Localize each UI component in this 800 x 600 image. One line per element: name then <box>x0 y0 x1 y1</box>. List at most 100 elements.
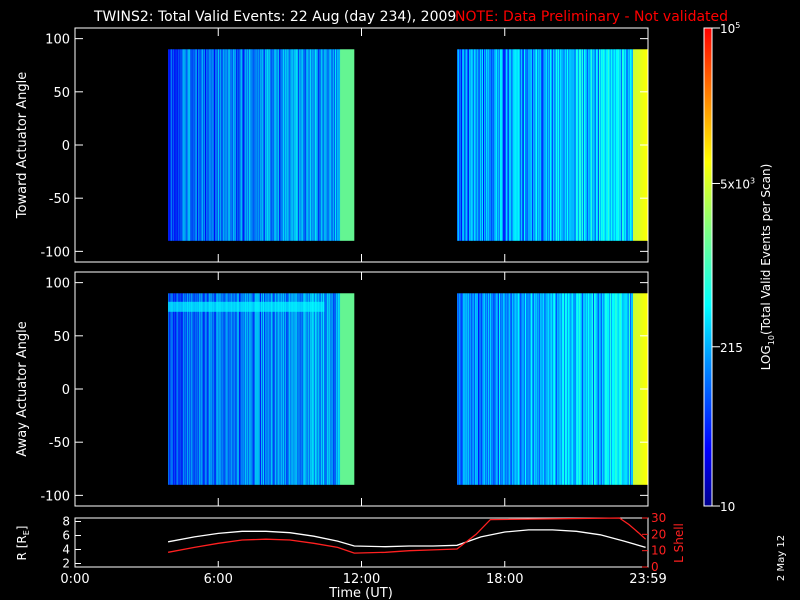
heatmap-column <box>496 49 498 241</box>
heatmap-column <box>534 49 536 241</box>
heatmap-column <box>321 49 323 241</box>
heatmap-column <box>615 293 617 485</box>
heatmap-column <box>235 293 237 485</box>
heatmap-column <box>223 293 225 485</box>
heatmap-column <box>607 49 609 241</box>
heatmap-column <box>568 293 570 485</box>
heatmap-column <box>275 293 277 485</box>
heatmap-column <box>572 293 574 485</box>
heatmap-column <box>346 293 348 485</box>
heatmap-column <box>581 49 583 241</box>
heatmap-column <box>280 293 282 485</box>
heatmap-column <box>517 49 519 241</box>
heatmap-column <box>629 49 631 241</box>
heatmap-column <box>327 293 329 485</box>
heatmap-column <box>292 49 294 241</box>
heatmap-column <box>341 293 343 485</box>
heatmap-column <box>295 293 297 485</box>
heatmap-column <box>624 49 626 241</box>
heatmap-column <box>325 293 327 485</box>
heatmap-column <box>459 49 461 241</box>
heatmap-column <box>238 293 240 485</box>
heatmap-column <box>324 293 326 485</box>
heatmap-column <box>233 49 235 241</box>
heatmap-column <box>290 293 292 485</box>
heatmap-column <box>567 293 569 485</box>
heatmap-column <box>217 49 219 241</box>
heatmap-column <box>343 49 345 241</box>
heatmap-column <box>533 49 535 241</box>
heatmap-column <box>350 49 352 241</box>
heatmap-column <box>485 293 487 485</box>
heatmap-column <box>545 49 547 241</box>
heatmap-column <box>213 293 215 485</box>
heatmap-column <box>583 49 585 241</box>
heatmap-column <box>290 49 292 241</box>
heatmap-column <box>198 293 200 485</box>
heatmap-column <box>264 49 266 241</box>
heatmap-column <box>323 293 325 485</box>
heatmap-column <box>625 293 627 485</box>
heatmap-column <box>256 293 258 485</box>
heatmap-column <box>524 49 526 241</box>
heatmap-column <box>204 293 206 485</box>
heatmap-column <box>504 293 506 485</box>
heatmap-column <box>286 49 288 241</box>
heatmap-column <box>570 49 572 241</box>
heatmap-column <box>274 293 276 485</box>
heatmap-column <box>624 293 626 485</box>
heatmap-column <box>177 49 179 241</box>
ytick-label: 50 <box>53 330 70 345</box>
heatmap-column <box>521 293 523 485</box>
heatmap-column <box>628 293 630 485</box>
heatmap-column <box>204 49 206 241</box>
heatmap-column <box>261 49 263 241</box>
colorbar-tick-label: 5x103 <box>720 177 755 192</box>
heatmap-column <box>471 293 473 485</box>
heatmap-column <box>177 293 179 485</box>
heatmap-column <box>174 293 176 485</box>
heatmap-column <box>590 293 592 485</box>
heatmap-column <box>636 293 638 485</box>
heatmap-column <box>259 49 261 241</box>
heatmap-column <box>469 293 471 485</box>
heatmap-column <box>559 293 561 485</box>
heatmap-column <box>491 293 493 485</box>
heatmap-column <box>209 49 211 241</box>
heatmap-column <box>537 293 539 485</box>
heatmap-column <box>334 49 336 241</box>
heatmap-column <box>532 293 534 485</box>
heatmap-column <box>610 293 612 485</box>
heatmap-column <box>543 49 545 241</box>
heatmap-column <box>579 49 581 241</box>
heatmap-column <box>332 49 334 241</box>
heatmap-column <box>320 293 322 485</box>
heatmap-column <box>513 293 515 485</box>
heatmap-column <box>288 49 290 241</box>
heatmap-column <box>272 49 274 241</box>
heatmap-column <box>211 293 213 485</box>
heatmap-column <box>464 293 466 485</box>
heatmap-column <box>597 293 599 485</box>
heatmap-column <box>351 293 353 485</box>
heatmap-column <box>565 293 567 485</box>
heatmap-column <box>538 49 540 241</box>
heatmap-column <box>273 49 275 241</box>
heatmap-column <box>562 293 564 485</box>
heatmap-column <box>169 49 171 241</box>
heatmap-column <box>508 49 510 241</box>
heatmap-column <box>638 293 640 485</box>
heatmap-column <box>255 293 257 485</box>
heatmap-column <box>199 293 201 485</box>
heatmap-column <box>301 49 303 241</box>
heatmap-column <box>203 293 205 485</box>
heatmap-column <box>240 49 242 241</box>
heatmap-column <box>267 49 269 241</box>
heatmap-column <box>225 293 227 485</box>
xtick-label: 18:00 <box>486 572 523 587</box>
heatmap-column <box>207 293 209 485</box>
heatmap-column <box>326 49 328 241</box>
heatmap-column <box>266 293 268 485</box>
heatmap-column <box>339 49 341 241</box>
heatmap-column <box>591 49 593 241</box>
